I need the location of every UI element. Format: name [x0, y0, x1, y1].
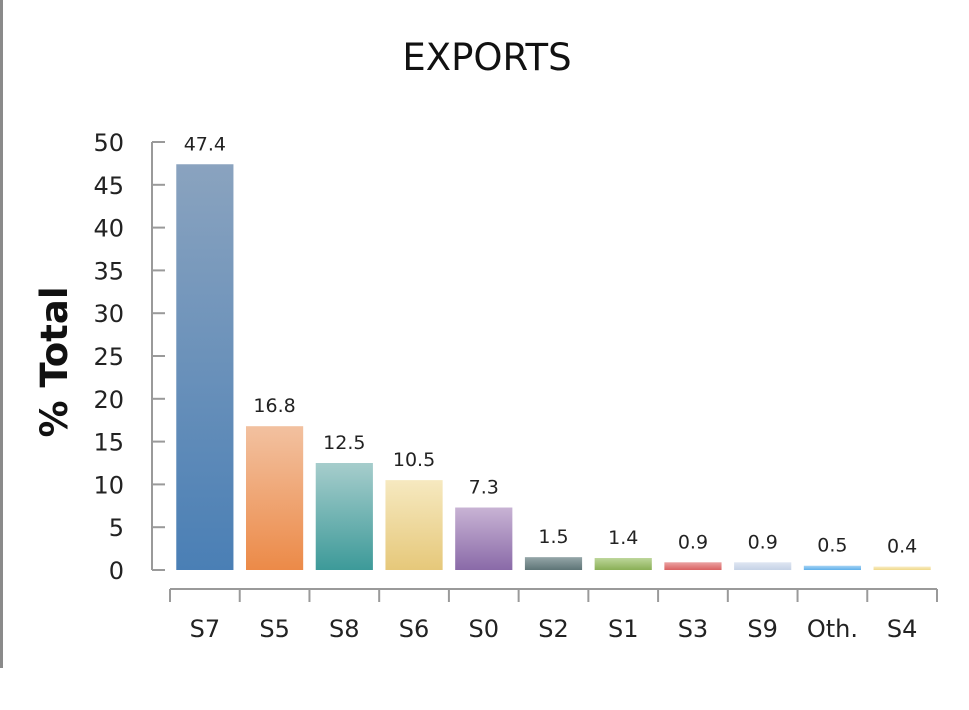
- y-axis-label: % Total: [33, 286, 76, 437]
- y-tick-label: 45: [93, 172, 124, 200]
- bar-s1: [594, 558, 652, 570]
- x-tick-label: S7: [190, 615, 221, 643]
- x-tick-label: Oth.: [807, 615, 858, 643]
- y-tick-label: 30: [93, 300, 124, 328]
- y-tick-label: 35: [93, 257, 124, 285]
- data-label: 0.9: [678, 531, 708, 553]
- data-label: 0.5: [817, 535, 847, 557]
- x-tick-label: S5: [259, 615, 290, 643]
- left-border-rule: [0, 0, 3, 668]
- bar-s0: [455, 507, 513, 570]
- bar-s4: [873, 566, 931, 570]
- data-label: 47.4: [184, 133, 226, 155]
- data-label: 16.8: [253, 395, 295, 417]
- y-tick-label: 15: [93, 429, 124, 457]
- bars: 47.4 16.8 12.5 10.5 7.3 1.5 1.4 0.9 0.9 0.5 0.4: [176, 133, 931, 571]
- y-tick-label: 20: [93, 386, 124, 414]
- bar-oth: [803, 565, 861, 570]
- data-label: 0.9: [748, 531, 778, 553]
- y-tick-label: 0: [109, 557, 124, 585]
- y-tick-label: 40: [93, 215, 124, 243]
- chart-title: EXPORTS: [402, 36, 571, 79]
- y-ticks: 0 5 10 15 20 25 30 35 40 45 50: [93, 129, 165, 585]
- bar-s6: [385, 480, 443, 570]
- bar-s3: [664, 562, 722, 570]
- bar-s7: [176, 164, 234, 571]
- data-label: 10.5: [393, 449, 435, 471]
- data-label: 7.3: [469, 477, 499, 499]
- x-tick-label: S3: [678, 615, 709, 643]
- x-tick-label: S2: [538, 615, 569, 643]
- bar-s5: [246, 426, 304, 570]
- data-label: 12.5: [323, 432, 365, 454]
- data-label: 0.4: [887, 536, 917, 558]
- x-tick-label: S6: [399, 615, 430, 643]
- data-label: 1.5: [538, 526, 568, 548]
- y-tick-label: 50: [93, 129, 124, 157]
- x-tick-label: S4: [887, 615, 918, 643]
- data-label: 1.4: [608, 527, 638, 549]
- y-tick-label: 25: [93, 343, 124, 371]
- y-tick-label: 5: [109, 514, 124, 542]
- bar-s8: [315, 463, 373, 570]
- x-tick-label: S8: [329, 615, 360, 643]
- bar-s9: [734, 562, 792, 570]
- x-tick-label: S0: [469, 615, 500, 643]
- x-tick-label: S1: [608, 615, 639, 643]
- y-tick-label: 10: [93, 471, 124, 499]
- bar-s2: [524, 557, 583, 570]
- x-ticks: S7 S5 S8 S6 S0 S2 S1 S3 S9 Oth. S4: [169, 589, 938, 643]
- x-tick-label: S9: [747, 615, 778, 643]
